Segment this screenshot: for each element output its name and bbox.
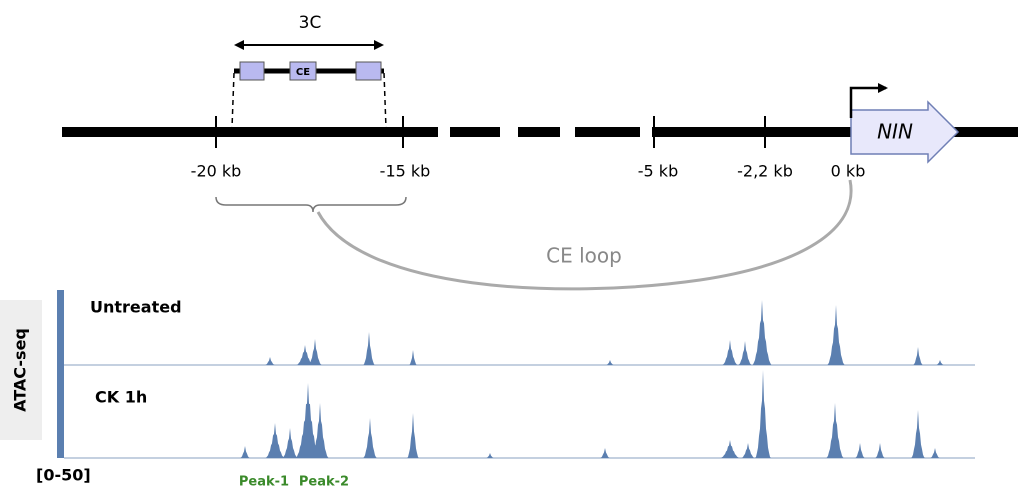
signal-peak [486, 453, 494, 458]
signal-peak [722, 340, 738, 365]
signal-peak [407, 413, 419, 458]
signal [240, 300, 944, 458]
ce-box [289, 61, 317, 81]
ce-label: CE [296, 67, 310, 78]
position-label: 0 kb [831, 162, 866, 181]
assay-box [0, 300, 42, 440]
signal-peak [875, 443, 885, 458]
signal-peak [311, 403, 329, 458]
guide-line [231, 72, 235, 129]
assay-label: ATAC-seq [11, 328, 30, 412]
signal-peak [265, 357, 275, 365]
signal-peak [600, 448, 610, 458]
position-label: -5 kb [638, 162, 678, 181]
signal-peak [913, 347, 923, 365]
signal-peak [720, 440, 740, 458]
peak-label: Peak-2 [299, 475, 349, 490]
signal-peak [827, 305, 845, 365]
signal-peak [308, 339, 322, 365]
position-label: -20 kb [191, 162, 242, 181]
signal-peak [738, 341, 752, 365]
signal-peak [936, 360, 944, 365]
sample-label: Untreated [90, 298, 182, 317]
signal-peak [240, 446, 250, 458]
signal-peak [363, 418, 377, 458]
signal-peak [930, 448, 940, 458]
guide-line [383, 72, 387, 129]
signal-peak [409, 350, 417, 365]
fragment-box [239, 61, 265, 81]
signal-peak [363, 332, 375, 365]
signal-peak [755, 370, 771, 458]
signal-peak [911, 410, 925, 458]
scale-bar [57, 290, 64, 458]
signal-peak [741, 443, 755, 458]
range-label: [0-50] [36, 466, 91, 485]
peak-label: Peak-1 [239, 475, 289, 490]
signal-peak [282, 428, 298, 458]
tss-arrow [849, 83, 888, 118]
signal-peak [606, 360, 614, 365]
sample-label: CK 1h [95, 388, 147, 407]
signal-peak [295, 383, 321, 458]
signal-peak [296, 345, 314, 365]
fragment-box [355, 61, 382, 81]
signal-peak [855, 443, 865, 458]
position-ticks [215, 116, 766, 148]
bracket [215, 196, 407, 213]
construct-label: 3C [299, 13, 322, 33]
signal-peak [752, 300, 772, 365]
signal-peak [265, 423, 285, 458]
position-label: -2,2 kb [737, 162, 793, 181]
gene-label: NIN [877, 120, 913, 144]
loop-arc [316, 179, 853, 291]
position-label: -15 kb [380, 162, 431, 181]
loop-label: CE loop [546, 244, 622, 268]
gene-arrow [850, 100, 960, 164]
signal-peak [826, 403, 844, 458]
